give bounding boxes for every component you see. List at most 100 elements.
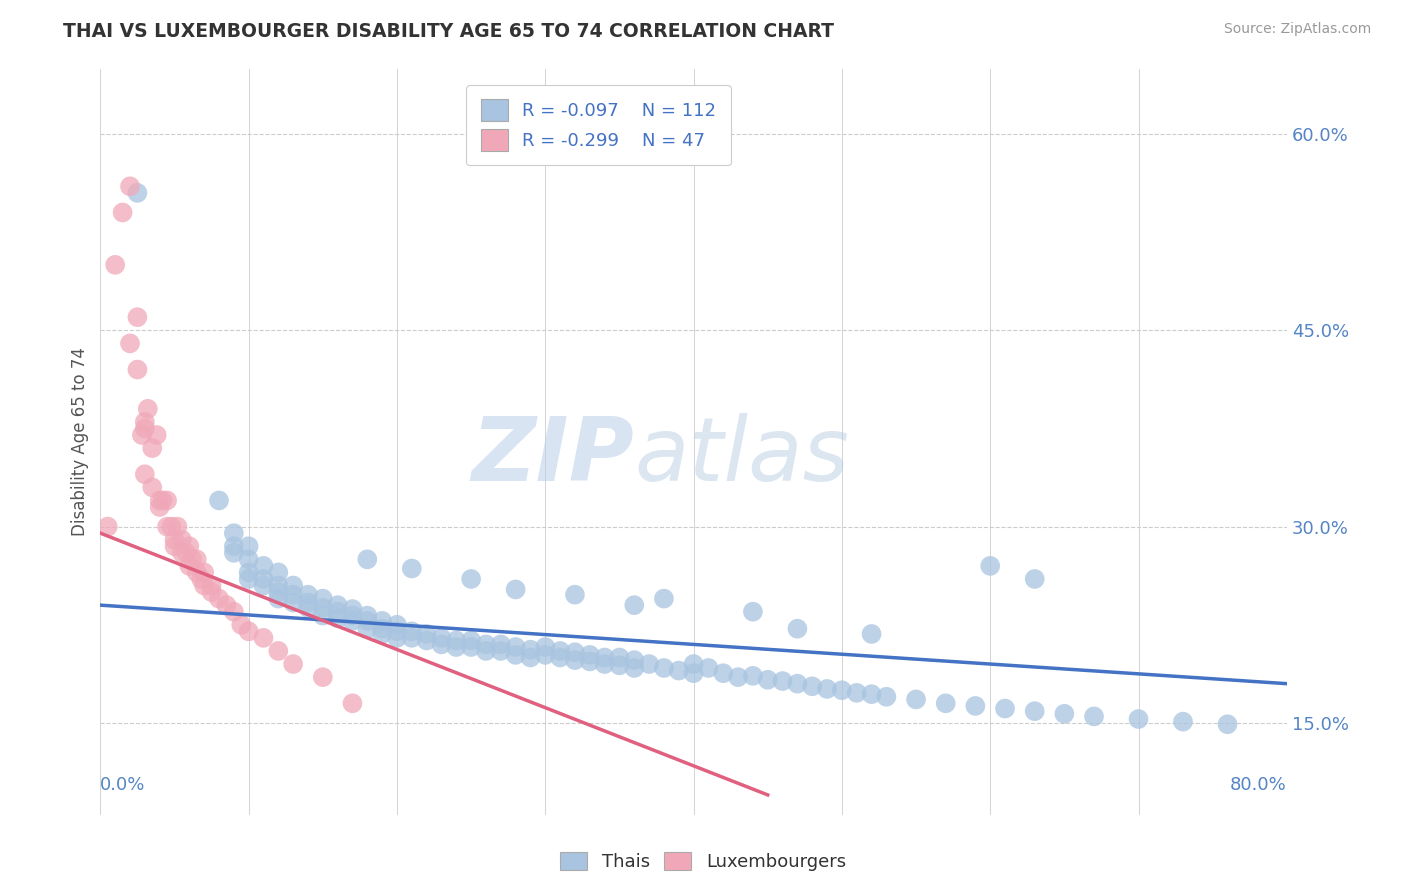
Point [222,526,245,541]
Point [297,600,319,615]
Point [118,336,141,351]
Point [831,683,853,698]
Point [519,642,541,657]
Point [127,310,149,325]
Point [342,614,364,628]
Point [1171,714,1194,729]
Point [252,578,274,592]
Point [134,467,156,482]
Point [149,500,172,514]
Point [548,644,571,658]
Point [638,657,661,671]
Point [460,572,482,586]
Point [166,519,188,533]
Point [208,591,231,606]
Point [756,673,779,687]
Text: atlas: atlas [634,414,849,500]
Text: 0.0%: 0.0% [100,776,146,794]
Point [170,546,193,560]
Point [193,566,215,580]
Point [231,617,253,632]
Point [222,546,245,560]
Point [356,608,378,623]
Point [609,658,631,673]
Text: ZIP: ZIP [471,413,634,500]
Text: 80.0%: 80.0% [1230,776,1286,794]
Point [326,611,349,625]
Point [1216,717,1239,731]
Point [475,637,498,651]
Point [179,558,201,573]
Point [697,661,720,675]
Point [141,480,163,494]
Point [430,631,453,645]
Point [1053,706,1076,721]
Point [134,421,156,435]
Point [1128,712,1150,726]
Point [127,186,149,200]
Point [593,657,616,671]
Point [371,622,394,636]
Point [475,644,498,658]
Point [267,578,290,592]
Point [342,696,364,710]
Point [609,650,631,665]
Point [578,648,600,662]
Point [215,598,238,612]
Point [131,428,153,442]
Point [283,657,305,671]
Point [297,588,319,602]
Point [312,608,335,623]
Point [446,633,468,648]
Point [127,362,149,376]
Point [371,627,394,641]
Point [326,605,349,619]
Point [97,519,120,533]
Point [186,552,208,566]
Point [534,648,557,662]
Point [356,614,378,628]
Point [935,696,957,710]
Point [652,661,675,675]
Point [401,631,423,645]
Point [979,558,1001,573]
Point [283,578,305,592]
Point [163,533,186,547]
Point [111,205,134,219]
Point [200,585,222,599]
Point [145,428,167,442]
Point [489,637,512,651]
Y-axis label: Disability Age 65 to 74: Disability Age 65 to 74 [72,347,89,536]
Point [534,640,557,654]
Point [104,258,127,272]
Point [593,650,616,665]
Point [385,617,408,632]
Point [401,561,423,575]
Point [668,664,690,678]
Point [208,493,231,508]
Point [415,627,437,641]
Point [238,539,260,553]
Point [267,644,290,658]
Point [252,631,274,645]
Point [134,415,156,429]
Point [623,598,645,612]
Point [385,624,408,639]
Point [786,676,808,690]
Point [190,572,212,586]
Text: THAI VS LUXEMBOURGER DISABILITY AGE 65 TO 74 CORRELATION CHART: THAI VS LUXEMBOURGER DISABILITY AGE 65 T… [63,22,834,41]
Point [179,539,201,553]
Point [342,602,364,616]
Point [238,624,260,639]
Point [200,578,222,592]
Point [238,552,260,566]
Point [342,608,364,623]
Point [772,674,794,689]
Point [267,585,290,599]
Point [489,644,512,658]
Point [905,692,928,706]
Point [682,666,704,681]
Point [742,669,765,683]
Point [326,598,349,612]
Point [548,650,571,665]
